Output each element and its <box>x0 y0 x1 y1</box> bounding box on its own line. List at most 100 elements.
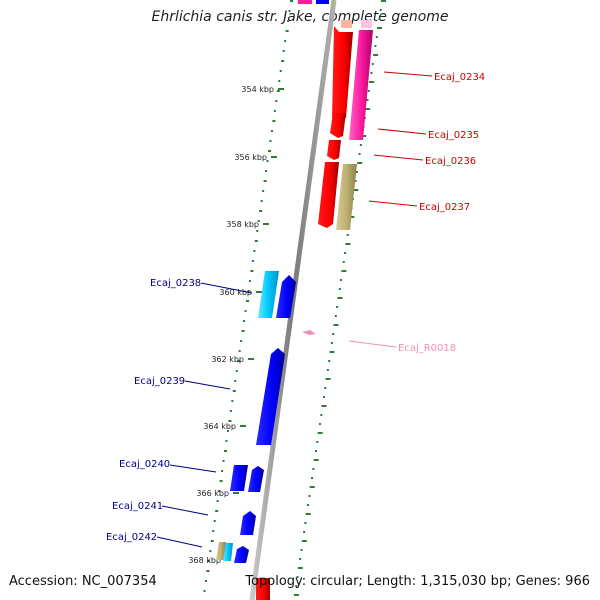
gc-tick <box>303 531 306 533</box>
gene-bar-partial-top-left <box>298 0 312 4</box>
gc-tick <box>326 369 329 371</box>
leader-line-ecaj-0242 <box>156 536 203 548</box>
gc-tick <box>355 171 358 173</box>
gene-bar-ecaj-0242-blue[interactable] <box>234 546 249 563</box>
gc-tick <box>377 27 383 29</box>
gc-tick <box>295 585 298 587</box>
gc-tick <box>304 522 307 524</box>
gene-label-ecaj-0239[interactable]: Ecaj_0239 <box>134 376 185 387</box>
gc-tick <box>297 567 303 569</box>
gene-label-ecaj-0238[interactable]: Ecaj_0238 <box>150 278 201 289</box>
gc-tick <box>346 234 349 236</box>
gc-tick <box>254 240 258 242</box>
leader-line-ecaj-0240 <box>169 464 217 473</box>
gc-tick <box>340 279 343 281</box>
gene-bar-ecaj-0241[interactable] <box>240 511 256 535</box>
gc-tick <box>248 280 251 282</box>
gene-bar-ecaj-0242-tan[interactable] <box>216 542 226 560</box>
gc-tick <box>213 520 216 522</box>
gc-tick <box>308 495 311 497</box>
gc-tick <box>216 500 219 502</box>
gc-tick <box>224 450 227 452</box>
gene-label-ecaj-0240[interactable]: Ecaj_0240 <box>119 459 170 470</box>
gc-tick <box>207 560 210 562</box>
kbp-tick-label: 366 kbp <box>196 489 229 498</box>
gc-tick <box>232 390 236 392</box>
gc-tick <box>225 440 228 442</box>
gc-tick <box>275 100 278 102</box>
gene-label-ecaj-0236[interactable]: Ecaj_0236 <box>425 156 476 167</box>
kbp-tick-label: 356 kbp <box>234 153 267 162</box>
gene-bar-ecaj-0242-cyan[interactable] <box>223 543 233 561</box>
gc-tick <box>313 459 319 461</box>
gc-tick <box>321 405 327 407</box>
gc-tick <box>240 340 243 342</box>
gc-tick <box>250 270 254 272</box>
gc-tick <box>366 99 369 101</box>
gc-tick <box>266 160 269 162</box>
leader-line-ecaj-r0018 <box>348 340 397 348</box>
gc-tick <box>279 70 282 72</box>
gc-tick <box>345 243 351 245</box>
gene-label-ecaj-0235[interactable]: Ecaj_0235 <box>428 130 479 141</box>
gc-tick <box>268 150 271 152</box>
gc-tick <box>328 360 331 362</box>
gene-bar-ecaj-0234-pink[interactable] <box>349 30 373 140</box>
gene-bar-ecaj-0239[interactable] <box>256 348 285 445</box>
gene-bar-ecaj-0240-a[interactable] <box>230 465 248 491</box>
gc-tick <box>226 430 229 432</box>
gc-tick <box>312 468 315 470</box>
gc-tick <box>270 130 273 132</box>
gc-tick <box>231 400 234 402</box>
gene-bar-ecaj-0238-cyan[interactable] <box>258 271 279 318</box>
gene-label-ecaj-0234[interactable]: Ecaj_0234 <box>434 72 485 83</box>
gc-tick <box>222 460 225 462</box>
gc-tick <box>325 378 331 380</box>
gc-tick <box>333 324 339 326</box>
gc-tick <box>367 90 370 92</box>
gene-bar-ecaj-0234-red[interactable] <box>332 26 353 118</box>
gc-tick <box>354 180 357 182</box>
label-leader-lines <box>156 71 433 548</box>
forward-strand-features <box>256 0 373 600</box>
gc-tick <box>251 260 254 262</box>
genome-title: Ehrlichia canis str. Jake, complete geno… <box>151 9 449 25</box>
gene-bar-ecaj-0236[interactable] <box>327 140 341 160</box>
rna-ecaj-r0018[interactable] <box>302 330 316 335</box>
gene-label-ecaj-0242[interactable]: Ecaj_0242 <box>106 532 157 543</box>
gc-tick <box>344 252 347 254</box>
kbp-tick-label: 354 kbp <box>241 85 274 94</box>
gc-tick <box>219 480 223 482</box>
gc-tick <box>330 342 333 344</box>
gc-tick <box>260 200 263 202</box>
gc-tick <box>210 540 214 542</box>
gc-tick <box>373 54 379 56</box>
gc-tick <box>281 60 285 62</box>
gc-tick <box>259 210 263 212</box>
kbp-tick-label: 362 kbp <box>211 355 244 364</box>
gene-bar-ecaj-0238-blue[interactable] <box>276 275 296 318</box>
gc-tick <box>318 423 321 425</box>
gene-label-ecaj-0237[interactable]: Ecaj_0237 <box>419 202 470 213</box>
gc-tick <box>301 540 307 542</box>
gc-tick <box>334 315 337 317</box>
gene-bar-ecaj-0237-red[interactable] <box>318 162 339 228</box>
gc-tick <box>307 504 310 506</box>
gene-bar-ecaj-0235[interactable] <box>330 113 346 138</box>
gc-tick <box>203 590 206 592</box>
gene-bar-ecaj-0237-tan[interactable] <box>336 164 357 230</box>
kbp-axis: 354 kbp 356 kbp 358 kbp 360 kbp 362 kbp 364 k… <box>188 85 284 565</box>
gene-bar-ecaj-0240-b[interactable] <box>248 466 264 492</box>
gene-label-ecaj-0241[interactable]: Ecaj_0241 <box>112 501 163 512</box>
gc-tick <box>375 36 378 38</box>
gc-tick <box>305 513 311 515</box>
gc-tick <box>342 261 345 263</box>
gc-tick <box>287 20 290 22</box>
gene-label-ecaj-r0018[interactable]: Ecaj_R0018 <box>398 343 456 354</box>
gc-tick <box>235 370 238 372</box>
gc-tick <box>371 63 374 65</box>
gc-tick <box>322 396 325 398</box>
gc-tick <box>237 360 241 362</box>
gc-tick <box>206 570 210 572</box>
